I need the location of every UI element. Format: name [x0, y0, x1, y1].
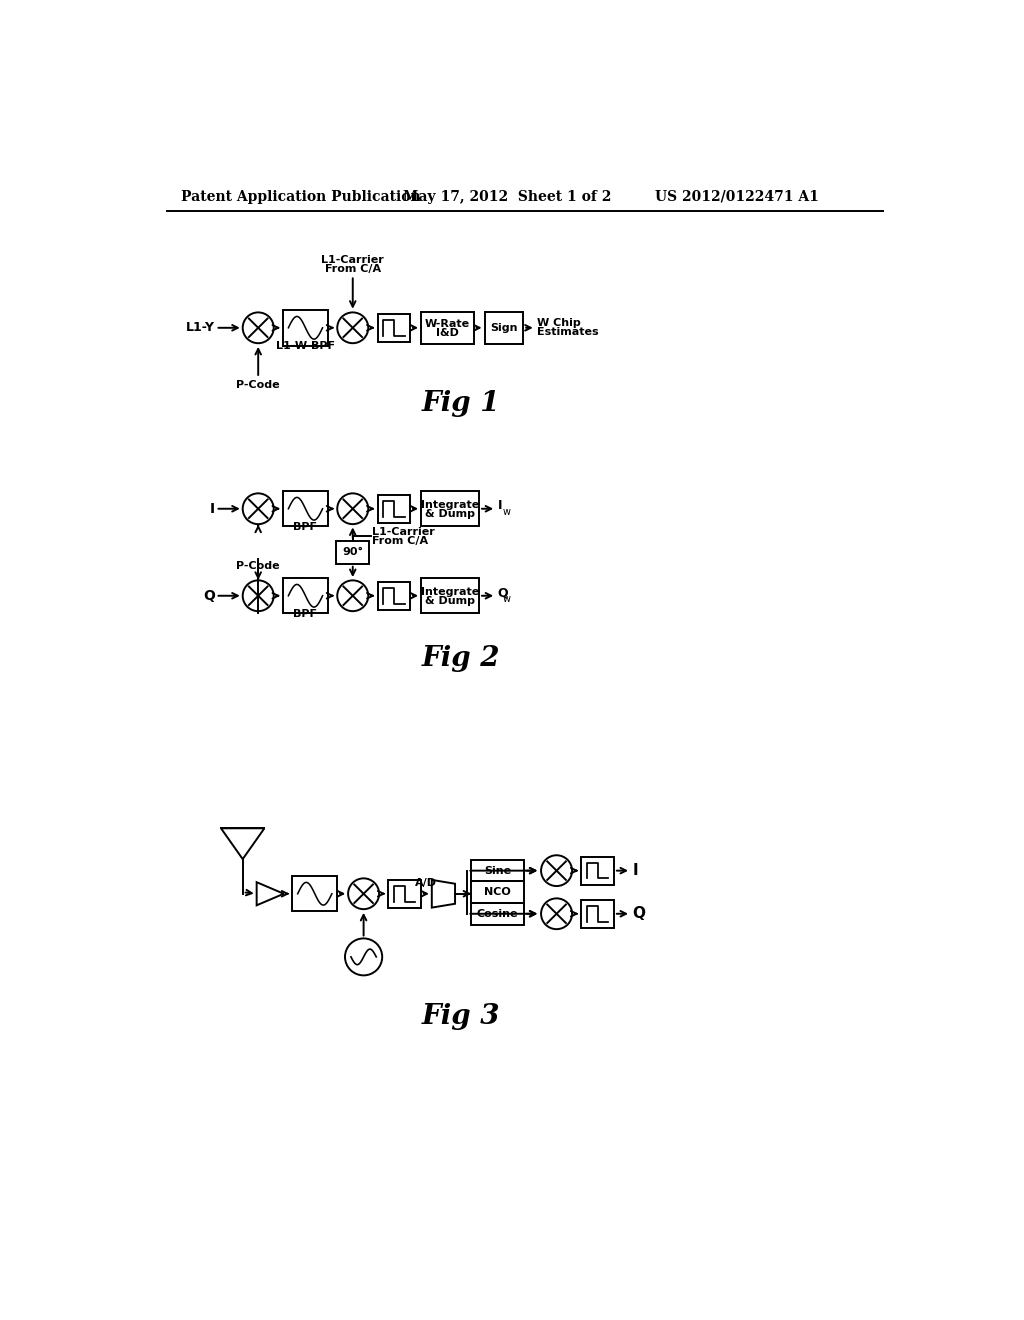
- Bar: [292, 876, 337, 911]
- Text: Cosine: Cosine: [477, 908, 518, 919]
- Text: w: w: [503, 507, 510, 517]
- Bar: [484, 312, 523, 345]
- Bar: [421, 578, 479, 614]
- Bar: [378, 582, 410, 610]
- Text: w: w: [503, 594, 510, 603]
- Text: Sine: Sine: [484, 866, 511, 875]
- Text: US 2012/0122471 A1: US 2012/0122471 A1: [655, 190, 819, 203]
- Bar: [421, 312, 474, 345]
- Bar: [378, 495, 410, 523]
- Text: & Dump: & Dump: [425, 510, 475, 519]
- Text: I: I: [633, 863, 638, 878]
- Bar: [283, 310, 328, 346]
- Text: Sign: Sign: [490, 323, 517, 333]
- Bar: [283, 578, 328, 614]
- Text: Q: Q: [203, 589, 215, 603]
- Bar: [582, 857, 614, 884]
- Text: Q: Q: [498, 586, 508, 599]
- Text: L1-Carrier: L1-Carrier: [372, 527, 435, 537]
- Text: L1-Carrier: L1-Carrier: [322, 255, 384, 264]
- Text: Estimates: Estimates: [538, 327, 599, 338]
- Text: I: I: [498, 499, 502, 512]
- Bar: [471, 903, 524, 924]
- Text: L1-W BPF: L1-W BPF: [276, 341, 335, 351]
- Bar: [582, 900, 614, 928]
- Text: BPF: BPF: [294, 609, 317, 619]
- Text: From C/A: From C/A: [372, 536, 428, 546]
- Text: P-Code: P-Code: [237, 380, 280, 391]
- Text: W-Rate: W-Rate: [425, 319, 470, 329]
- Text: P-Code: P-Code: [237, 561, 280, 572]
- Text: I: I: [210, 502, 215, 516]
- Text: From C/A: From C/A: [325, 264, 381, 275]
- Text: NCO: NCO: [484, 887, 511, 898]
- Bar: [337, 541, 369, 564]
- Text: & Dump: & Dump: [425, 597, 475, 606]
- Text: Integrate: Integrate: [421, 500, 479, 510]
- Text: W Chip: W Chip: [538, 318, 581, 329]
- Text: Fig 1: Fig 1: [422, 389, 501, 417]
- Bar: [421, 491, 479, 527]
- Text: Q: Q: [633, 907, 645, 921]
- Bar: [388, 880, 421, 908]
- Bar: [471, 882, 524, 903]
- Text: 90°: 90°: [342, 548, 364, 557]
- Text: BPF: BPF: [294, 521, 317, 532]
- Text: A/D: A/D: [416, 878, 437, 888]
- Text: Patent Application Publication: Patent Application Publication: [180, 190, 420, 203]
- Bar: [471, 859, 524, 882]
- Text: Integrate: Integrate: [421, 587, 479, 597]
- Bar: [283, 491, 328, 527]
- Text: May 17, 2012  Sheet 1 of 2: May 17, 2012 Sheet 1 of 2: [403, 190, 611, 203]
- Text: L1-Y: L1-Y: [185, 321, 215, 334]
- Text: Fig 3: Fig 3: [422, 1003, 501, 1031]
- Text: I&D: I&D: [436, 329, 459, 338]
- Text: Fig 2: Fig 2: [422, 645, 501, 672]
- Bar: [378, 314, 410, 342]
